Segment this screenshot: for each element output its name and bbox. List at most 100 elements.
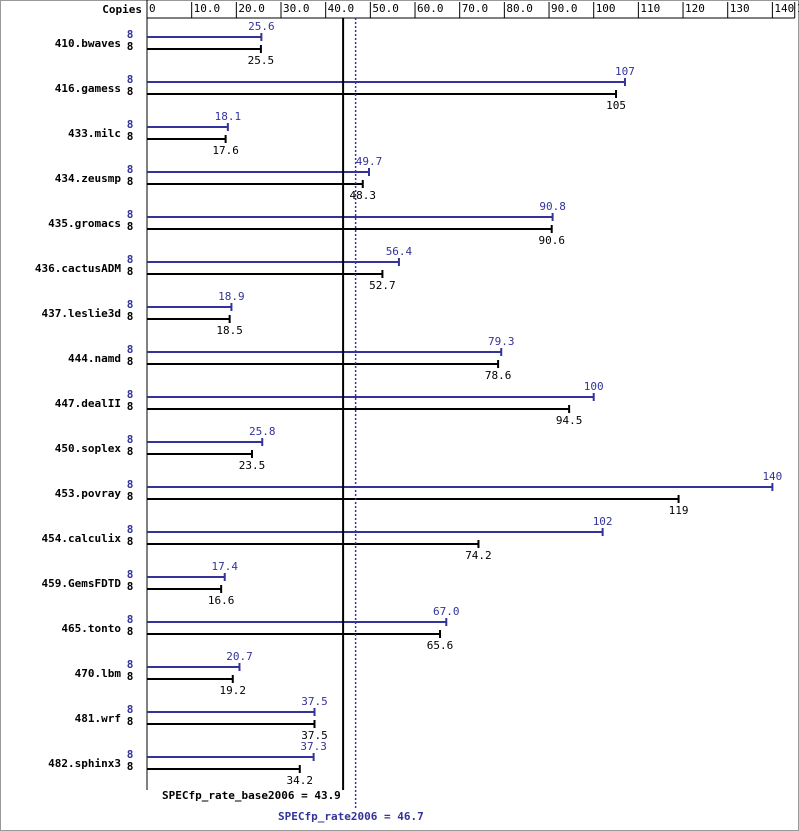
bar xyxy=(147,408,570,410)
value-label: 79.3 xyxy=(488,335,515,348)
bar xyxy=(147,453,252,455)
copies-label: 8 xyxy=(127,748,134,761)
copies-label: 8 xyxy=(127,523,134,536)
bar xyxy=(147,498,679,500)
value-label: 49.7 xyxy=(356,155,383,168)
value-label: 107 xyxy=(615,65,635,78)
category-label: 481.wrf xyxy=(75,712,121,725)
x-tick-label: 145 xyxy=(797,2,799,15)
value-label: 48.3 xyxy=(350,189,377,202)
category-label: 465.tonto xyxy=(61,622,121,635)
axis-label: Copies xyxy=(102,3,142,16)
bar xyxy=(147,396,594,398)
copies-label: 8 xyxy=(127,253,134,266)
value-label: 78.6 xyxy=(485,369,512,382)
category-label: 453.povray xyxy=(55,487,122,500)
bar xyxy=(147,318,230,320)
bar xyxy=(147,48,261,50)
copies-label: 8 xyxy=(127,535,134,548)
copies-label: 8 xyxy=(127,445,134,458)
x-tick-label: 0 xyxy=(149,2,156,15)
bar xyxy=(147,126,228,128)
copies-label: 8 xyxy=(127,265,134,278)
copies-label: 8 xyxy=(127,343,134,356)
value-label: 94.5 xyxy=(556,414,583,427)
bar xyxy=(147,588,222,590)
x-tick-label: 130 xyxy=(730,2,750,15)
value-label: 119 xyxy=(669,504,689,517)
value-label: 67.0 xyxy=(433,605,460,618)
bar xyxy=(147,723,315,725)
x-tick-label: 80.0 xyxy=(506,2,533,15)
bar xyxy=(147,36,262,38)
bar xyxy=(147,711,315,713)
copies-label: 8 xyxy=(127,625,134,638)
copies-label: 8 xyxy=(127,163,134,176)
copies-label: 8 xyxy=(127,613,134,626)
category-label: 459.GemsFDTD xyxy=(42,577,122,590)
category-label: 482.sphinx3 xyxy=(48,757,121,770)
value-label: 105 xyxy=(606,99,626,112)
x-tick-label: 140 xyxy=(774,2,794,15)
x-tick-label: 20.0 xyxy=(238,2,265,15)
value-label: 17.4 xyxy=(211,560,238,573)
bar xyxy=(147,261,399,263)
x-tick-label: 70.0 xyxy=(462,2,489,15)
copies-label: 8 xyxy=(127,208,134,221)
value-label: 37.3 xyxy=(300,740,327,753)
category-label: 435.gromacs xyxy=(48,217,121,230)
bar xyxy=(147,621,447,623)
bar xyxy=(147,441,263,443)
x-tick-label: 10.0 xyxy=(194,2,221,15)
bar xyxy=(147,363,499,365)
copies-label: 8 xyxy=(127,175,134,188)
value-label: 34.2 xyxy=(287,774,314,787)
reference-label: SPECfp_rate_base2006 = 43.9 xyxy=(162,789,341,802)
copies-label: 8 xyxy=(127,298,134,311)
bar xyxy=(147,171,370,173)
copies-label: 8 xyxy=(127,355,134,368)
category-label: 434.zeusmp xyxy=(55,172,122,185)
category-label: 410.bwaves xyxy=(55,37,121,50)
value-label: 18.5 xyxy=(216,324,243,337)
category-label: 416.gamess xyxy=(55,82,121,95)
bar xyxy=(147,93,617,95)
category-label: 437.leslie3d xyxy=(42,307,121,320)
copies-label: 8 xyxy=(127,118,134,131)
reference-label: SPECfp_rate2006 = 46.7 xyxy=(278,810,424,823)
category-label: 436.cactusADM xyxy=(35,262,121,275)
value-label: 100 xyxy=(584,380,604,393)
bar xyxy=(147,543,479,545)
copies-label: 8 xyxy=(127,433,134,446)
value-label: 52.7 xyxy=(369,279,396,292)
category-label: 470.lbm xyxy=(75,667,122,680)
bar xyxy=(147,756,314,758)
copies-label: 8 xyxy=(127,568,134,581)
x-tick-label: 90.0 xyxy=(551,2,578,15)
copies-label: 8 xyxy=(127,85,134,98)
x-tick-label: 60.0 xyxy=(417,2,444,15)
bar xyxy=(147,216,553,218)
bar xyxy=(147,768,300,770)
copies-label: 8 xyxy=(127,310,134,323)
bar xyxy=(147,228,552,230)
bar xyxy=(147,576,225,578)
copies-label: 8 xyxy=(127,760,134,773)
category-label: 433.milc xyxy=(68,127,121,140)
copies-label: 8 xyxy=(127,388,134,401)
value-label: 18.1 xyxy=(215,110,242,123)
copies-label: 8 xyxy=(127,73,134,86)
copies-label: 8 xyxy=(127,130,134,143)
bar xyxy=(147,183,363,185)
bar xyxy=(147,138,226,140)
x-tick-label: 120 xyxy=(685,2,705,15)
x-tick-label: 110 xyxy=(640,2,660,15)
x-tick-label: 50.0 xyxy=(372,2,399,15)
copies-label: 8 xyxy=(127,400,134,413)
value-label: 102 xyxy=(593,515,613,528)
x-tick-label: 30.0 xyxy=(283,2,310,15)
copies-label: 8 xyxy=(127,478,134,491)
category-label: 444.namd xyxy=(68,352,121,365)
